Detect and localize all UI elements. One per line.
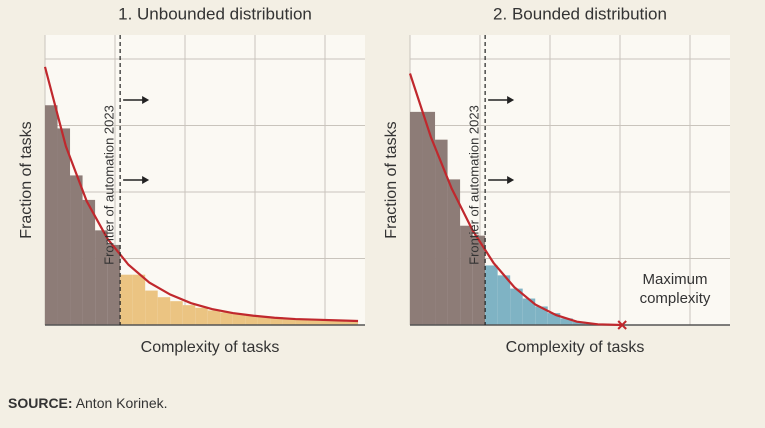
bar <box>535 306 548 325</box>
bar <box>410 111 423 325</box>
panel-title: 2. Bounded distribution <box>493 4 667 23</box>
curve <box>408 73 623 327</box>
bar <box>295 319 308 325</box>
max-marker <box>617 320 627 330</box>
bar <box>472 235 486 325</box>
bar <box>145 290 158 325</box>
bar <box>460 225 473 325</box>
bar <box>107 244 121 325</box>
bar <box>422 111 436 325</box>
bar <box>195 307 208 325</box>
bar <box>57 128 71 325</box>
bar <box>485 265 498 325</box>
bar <box>45 105 58 325</box>
bar <box>435 139 448 325</box>
bar <box>257 316 271 325</box>
bar <box>270 317 283 325</box>
bar <box>82 199 96 325</box>
bar <box>282 318 296 325</box>
bar <box>95 230 108 325</box>
x-axis-label: Complexity of tasks <box>506 339 645 356</box>
bar <box>547 313 561 325</box>
source: SOURCE: Anton Korinek. <box>8 395 168 411</box>
bar <box>333 321 346 325</box>
source-label: SOURCE: <box>8 395 73 411</box>
bar <box>522 298 536 325</box>
bar <box>70 175 83 325</box>
annotation: Maximum complexity <box>639 271 711 307</box>
bar <box>170 301 183 325</box>
bar <box>182 305 196 325</box>
y-axis-label: Fraction of tasks <box>383 121 400 238</box>
bar <box>560 318 573 325</box>
source-text: Anton Korinek. <box>75 395 168 411</box>
bar <box>157 297 171 325</box>
bar <box>497 275 511 325</box>
frontier-label: Frontier of automation 2023 <box>102 105 117 265</box>
arrow-head <box>507 176 515 184</box>
bar <box>245 315 258 325</box>
curve <box>43 66 359 323</box>
bar <box>232 313 246 325</box>
y-axis-label: Fraction of tasks <box>18 121 35 238</box>
bar <box>220 312 233 325</box>
bar <box>320 320 333 325</box>
arrow-head <box>507 96 515 104</box>
bar <box>572 321 586 325</box>
bar <box>345 321 359 325</box>
arrow-head <box>142 176 150 184</box>
frontier-label: Frontier of automation 2023 <box>467 105 482 265</box>
x-axis-label: Complexity of tasks <box>141 339 280 356</box>
bar <box>132 274 146 325</box>
bar <box>510 288 523 325</box>
bar <box>120 274 133 325</box>
arrow-head <box>142 96 150 104</box>
bar <box>447 179 461 325</box>
bar <box>307 319 321 325</box>
panel-title: 1. Unbounded distribution <box>118 4 312 23</box>
bar <box>207 310 221 325</box>
